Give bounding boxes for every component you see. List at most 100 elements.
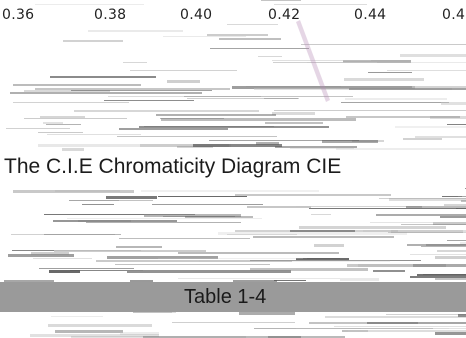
scan-streak bbox=[401, 224, 466, 225]
scan-streak bbox=[51, 316, 103, 317]
scan-streak bbox=[407, 244, 466, 246]
scan-streak bbox=[309, 322, 418, 324]
scan-streak bbox=[167, 80, 200, 83]
scan-streak bbox=[119, 238, 250, 239]
scan-streak bbox=[309, 208, 466, 209]
scan-streak bbox=[441, 102, 466, 105]
scan-streak bbox=[275, 146, 357, 148]
scan-streak bbox=[387, 70, 466, 71]
scan-streak bbox=[117, 136, 277, 137]
scan-streak bbox=[461, 200, 466, 202]
scan-streak bbox=[437, 250, 466, 252]
scan-streak bbox=[458, 314, 466, 317]
scan-streak bbox=[13, 102, 129, 103]
scan-streak bbox=[343, 60, 411, 63]
scan-streak bbox=[107, 256, 218, 259]
scan-streak bbox=[232, 86, 415, 89]
scan-streak bbox=[86, 222, 241, 223]
scan-streak bbox=[152, 204, 263, 205]
scan-streak bbox=[185, 216, 253, 218]
scan-streak bbox=[370, 222, 466, 223]
scan-streak bbox=[261, 0, 301, 1]
scan-streak bbox=[96, 260, 292, 262]
scan-streak bbox=[10, 92, 202, 94]
scan-streak bbox=[340, 278, 379, 281]
scan-streak bbox=[347, 264, 413, 267]
scan-streak bbox=[250, 268, 368, 271]
scan-streak bbox=[296, 258, 349, 261]
scan-streak bbox=[13, 190, 134, 193]
scan-streak bbox=[88, 30, 183, 32]
scan-streak bbox=[35, 88, 230, 90]
scan-streak bbox=[421, 246, 466, 247]
scan-streak bbox=[146, 312, 176, 313]
scan-streak bbox=[209, 140, 359, 141]
scan-streak bbox=[55, 330, 123, 333]
scan-streak bbox=[410, 276, 466, 278]
scan-streak bbox=[163, 216, 235, 217]
table-label-band bbox=[0, 282, 466, 312]
scan-streak bbox=[274, 4, 367, 5]
scan-streak bbox=[30, 334, 159, 337]
scan-streak bbox=[376, 214, 466, 216]
scan-streak bbox=[63, 40, 123, 42]
scan-streak bbox=[47, 134, 141, 135]
scan-streak bbox=[311, 214, 331, 215]
scan-streak bbox=[49, 270, 80, 273]
scan-streak bbox=[210, 48, 309, 49]
scan-streak bbox=[368, 72, 412, 73]
scan-streak bbox=[199, 260, 390, 262]
scan-streak bbox=[82, 204, 114, 205]
scan-streak bbox=[69, 200, 153, 201]
scan-streak bbox=[46, 124, 81, 125]
scan-streak bbox=[273, 62, 377, 63]
scan-streak bbox=[274, 280, 306, 281]
scan-streak bbox=[219, 38, 281, 40]
scan-streak bbox=[233, 280, 277, 283]
tick-label: 0.38 bbox=[94, 7, 127, 23]
scan-streak bbox=[290, 148, 354, 149]
scan-streak bbox=[265, 122, 323, 124]
scan-streak bbox=[39, 268, 134, 269]
scan-streak bbox=[361, 328, 466, 329]
tick-label: 0.36 bbox=[2, 7, 35, 23]
scan-streak bbox=[161, 118, 356, 121]
scan-streak bbox=[143, 336, 301, 338]
scan-streak bbox=[247, 206, 311, 208]
scan-streak bbox=[24, 118, 127, 119]
scan-streak bbox=[460, 242, 466, 245]
scan-streak bbox=[218, 232, 407, 235]
scan-streak bbox=[31, 252, 69, 255]
scan-streak bbox=[447, 240, 466, 241]
scan-streak bbox=[120, 332, 159, 335]
scan-streak bbox=[35, 4, 144, 5]
scan-streak bbox=[433, 222, 466, 225]
scan-streak bbox=[178, 278, 340, 279]
scan-streak bbox=[426, 244, 466, 246]
scan-streak bbox=[345, 98, 447, 100]
scan-streak bbox=[346, 116, 460, 118]
scan-streak bbox=[422, 206, 466, 208]
scan-streak bbox=[435, 278, 466, 280]
scan-streak bbox=[163, 36, 246, 37]
scan-streak bbox=[250, 260, 421, 261]
scan-streak bbox=[272, 112, 315, 115]
scan-streak bbox=[423, 274, 466, 275]
scan-streak bbox=[44, 214, 195, 215]
scan-streak bbox=[274, 110, 466, 111]
scan-streak bbox=[348, 330, 466, 332]
scan-streak bbox=[193, 144, 282, 147]
scan-streak bbox=[410, 254, 466, 255]
scan-streak bbox=[363, 230, 466, 232]
scan-streak bbox=[341, 102, 449, 103]
scan-streak bbox=[290, 230, 355, 232]
scan-streak bbox=[264, 98, 299, 99]
scan-streak bbox=[440, 216, 466, 218]
scan-streak bbox=[254, 328, 433, 329]
scan-streak bbox=[415, 136, 466, 138]
scan-streak bbox=[322, 140, 378, 143]
scan-streak bbox=[158, 258, 303, 259]
scan-streak bbox=[43, 122, 63, 124]
scan-streak bbox=[207, 34, 268, 36]
